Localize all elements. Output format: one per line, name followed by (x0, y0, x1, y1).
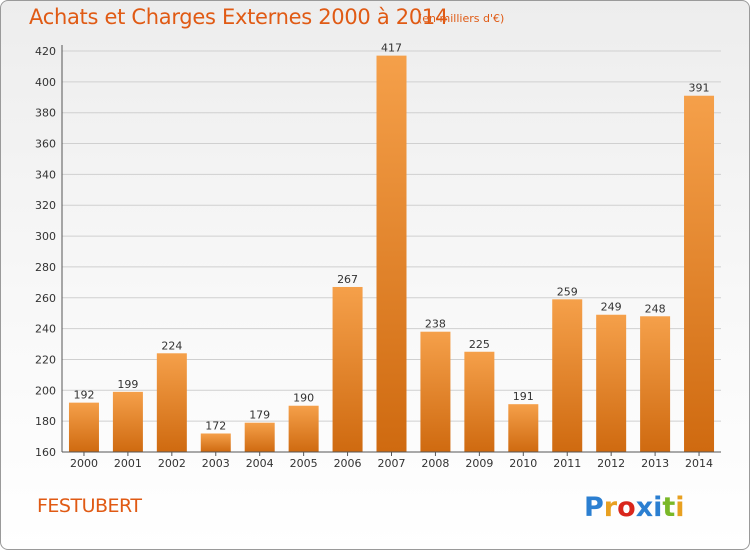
bar (552, 299, 583, 452)
data-label: 179 (249, 409, 270, 422)
y-tick-label: 340 (35, 168, 56, 181)
logo-letter: i (653, 492, 662, 523)
data-label: 248 (645, 302, 666, 315)
bar (508, 404, 539, 452)
y-tick-label: 160 (35, 446, 56, 459)
x-tick-label: 2013 (641, 457, 669, 470)
data-label: 417 (381, 42, 402, 55)
data-label: 190 (293, 392, 314, 405)
bar (684, 95, 715, 452)
x-tick-label: 2014 (685, 457, 713, 470)
x-tick-label: 2011 (553, 457, 581, 470)
logo-letter: r (604, 492, 618, 523)
bar (376, 55, 407, 452)
logo-letter: i (675, 492, 684, 523)
y-tick-label: 240 (35, 323, 56, 336)
y-tick-label: 200 (35, 384, 56, 397)
chart-title: Achats et Charges Externes 2000 à 2014 (29, 5, 449, 29)
bar (200, 433, 231, 452)
axes: 160 180 200 220 240 260 280 300 320 340 360 380 400 4… (35, 42, 721, 470)
data-label: 172 (205, 419, 226, 432)
logo-letter: o (617, 492, 636, 523)
y-tick-label: 180 (35, 415, 56, 428)
commune-name: FESTUBERT (37, 495, 142, 517)
svg-text:Proxiti: Proxiti (584, 492, 685, 523)
x-tick-label: 2012 (597, 457, 625, 470)
bar (156, 353, 187, 452)
y-tick-label: 260 (35, 292, 56, 305)
y-tick-label: 220 (35, 353, 56, 366)
x-tick-label: 2008 (421, 457, 449, 470)
data-label: 267 (337, 273, 358, 286)
logo-letter: t (662, 492, 675, 523)
chart-subtitle: (en milliers d'€) (418, 12, 505, 25)
bar (640, 316, 671, 452)
y-tick-label: 420 (35, 45, 56, 58)
y-tick-label: 400 (35, 76, 56, 89)
x-tick-label: 2001 (114, 457, 142, 470)
x-tick-label: 2000 (70, 457, 98, 470)
y-tick-label: 360 (35, 138, 56, 151)
x-tick-label: 2010 (509, 457, 537, 470)
x-tick-label: 2006 (334, 457, 362, 470)
logo-letter: x (636, 492, 653, 523)
y-tick-label: 280 (35, 261, 56, 274)
bar (288, 405, 319, 452)
bar (420, 331, 451, 452)
data-label: 249 (601, 301, 622, 314)
x-tick-label: 2003 (202, 457, 230, 470)
logo-letter: P (584, 492, 604, 523)
x-tick-label: 2002 (158, 457, 186, 470)
data-label: 225 (469, 338, 490, 351)
bar (596, 314, 627, 452)
bar (68, 402, 99, 452)
data-label: 238 (425, 318, 446, 331)
y-tick-label: 320 (35, 199, 56, 212)
data-label: 259 (557, 285, 578, 298)
data-label: 199 (117, 378, 138, 391)
data-label: 191 (513, 390, 534, 403)
y-tick-label: 300 (35, 230, 56, 243)
bar (112, 391, 143, 452)
data-label: 224 (161, 339, 182, 352)
x-tick-label: 2009 (465, 457, 493, 470)
y-tick-label: 380 (35, 107, 56, 120)
x-tick-label: 2007 (378, 457, 406, 470)
x-tick-label: 2005 (290, 457, 318, 470)
bar (332, 286, 363, 452)
data-label: 391 (689, 82, 710, 95)
bar (464, 351, 495, 452)
bar (244, 422, 275, 452)
bars (68, 55, 715, 452)
x-tick-label: 2004 (246, 457, 274, 470)
proxiti-logo: Proxiti (584, 492, 685, 523)
data-label: 192 (73, 389, 94, 402)
